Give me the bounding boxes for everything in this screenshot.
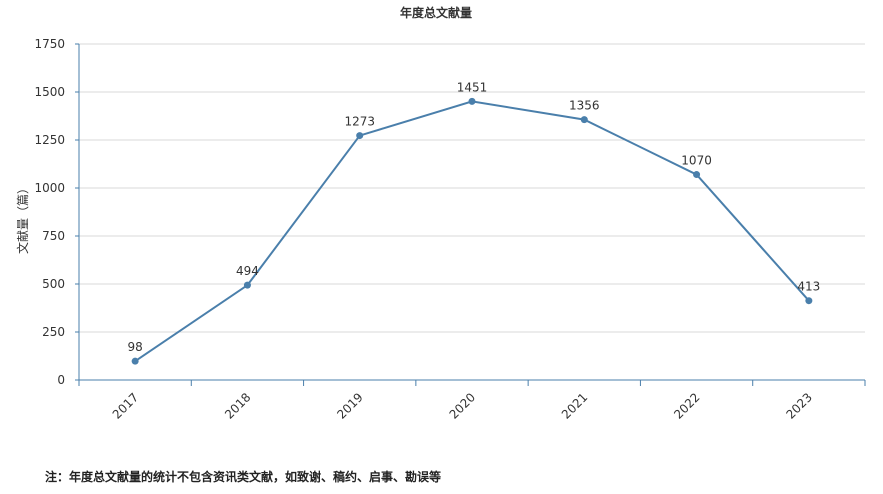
data-label: 1451 <box>457 80 488 94</box>
y-tick-label: 1250 <box>34 133 65 147</box>
data-point[interactable] <box>580 116 588 124</box>
x-tick-label: 2017 <box>110 390 141 421</box>
x-tick-label: 2023 <box>783 390 814 421</box>
data-label: 1273 <box>344 115 375 129</box>
data-label: 1070 <box>681 154 712 168</box>
y-tick-label: 1500 <box>34 85 65 99</box>
data-point[interactable] <box>131 357 139 365</box>
data-label: 494 <box>236 264 259 278</box>
data-label: 413 <box>797 280 820 294</box>
x-tick-label: 2018 <box>222 390 253 421</box>
y-tick-label: 750 <box>42 229 65 243</box>
data-point[interactable] <box>468 97 476 105</box>
y-tick-label: 500 <box>42 277 65 291</box>
series: 98 494 1273 1451 1356 1070 413 <box>128 80 820 365</box>
y-tick-label: 1000 <box>34 181 65 195</box>
y-axis-label: 文献量（篇） <box>15 182 30 254</box>
data-point[interactable] <box>243 281 251 289</box>
chart-title: 年度总文献量 <box>400 5 472 20</box>
data-point[interactable] <box>805 297 813 305</box>
footnote: 注：年度总文献量的统计不包含资讯类文献，如致谢、稿约、启事、勘误等 <box>45 470 442 484</box>
y-tick-label: 250 <box>42 325 65 339</box>
data-label: 98 <box>128 340 143 354</box>
grid <box>79 43 865 333</box>
x-axis: 2017 2018 2019 2020 2021 2022 2023 <box>78 379 866 422</box>
x-tick-label: 2021 <box>559 390 590 421</box>
data-label: 1356 <box>569 99 600 113</box>
y-tick-label: 0 <box>57 373 65 387</box>
x-tick-label: 2019 <box>334 390 365 421</box>
y-axis: 0 250 500 750 1000 1250 1500 1750 <box>34 37 80 387</box>
x-tick-label: 2020 <box>447 390 478 421</box>
data-point[interactable] <box>356 132 364 140</box>
data-point[interactable] <box>693 171 701 179</box>
x-tick-label: 2022 <box>671 390 702 421</box>
y-tick-label: 1750 <box>34 37 65 51</box>
